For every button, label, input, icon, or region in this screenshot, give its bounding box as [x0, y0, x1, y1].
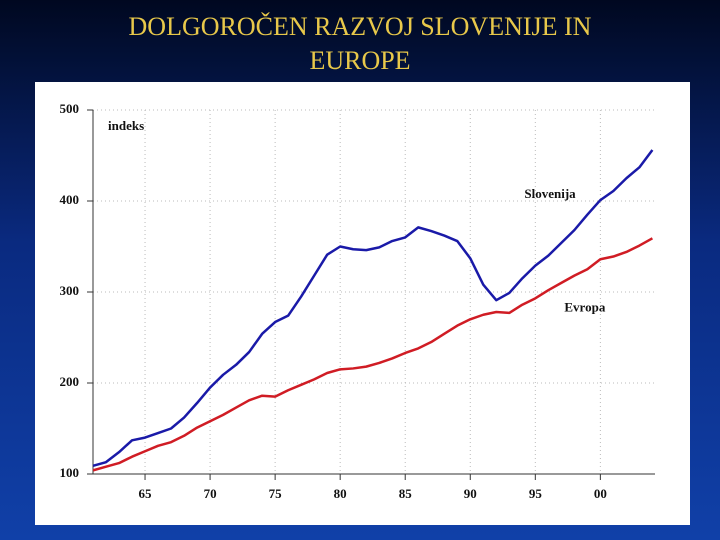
x-tick-label: 85 — [399, 486, 413, 501]
slide-title: DOLGOROČEN RAZVOJ SLOVENIJE IN EUROPE — [128, 12, 592, 75]
y-tick-label: 500 — [60, 101, 80, 116]
series-label: Slovenija — [524, 186, 576, 201]
series-label: Evropa — [564, 299, 605, 314]
y-axis-label: indeks — [108, 118, 144, 133]
y-tick-label: 200 — [60, 374, 80, 389]
x-tick-label: 65 — [139, 486, 153, 501]
x-tick-label: 95 — [529, 486, 543, 501]
y-tick-label: 100 — [60, 465, 80, 480]
x-tick-label: 75 — [269, 486, 283, 501]
x-tick-label: 90 — [464, 486, 477, 501]
series-line — [92, 149, 654, 468]
y-tick-label: 300 — [60, 283, 80, 298]
x-tick-label: 00 — [594, 486, 607, 501]
x-tick-label: 80 — [334, 486, 347, 501]
x-tick-label: 70 — [204, 486, 217, 501]
series-line — [92, 237, 654, 472]
y-tick-label: 400 — [60, 192, 80, 207]
